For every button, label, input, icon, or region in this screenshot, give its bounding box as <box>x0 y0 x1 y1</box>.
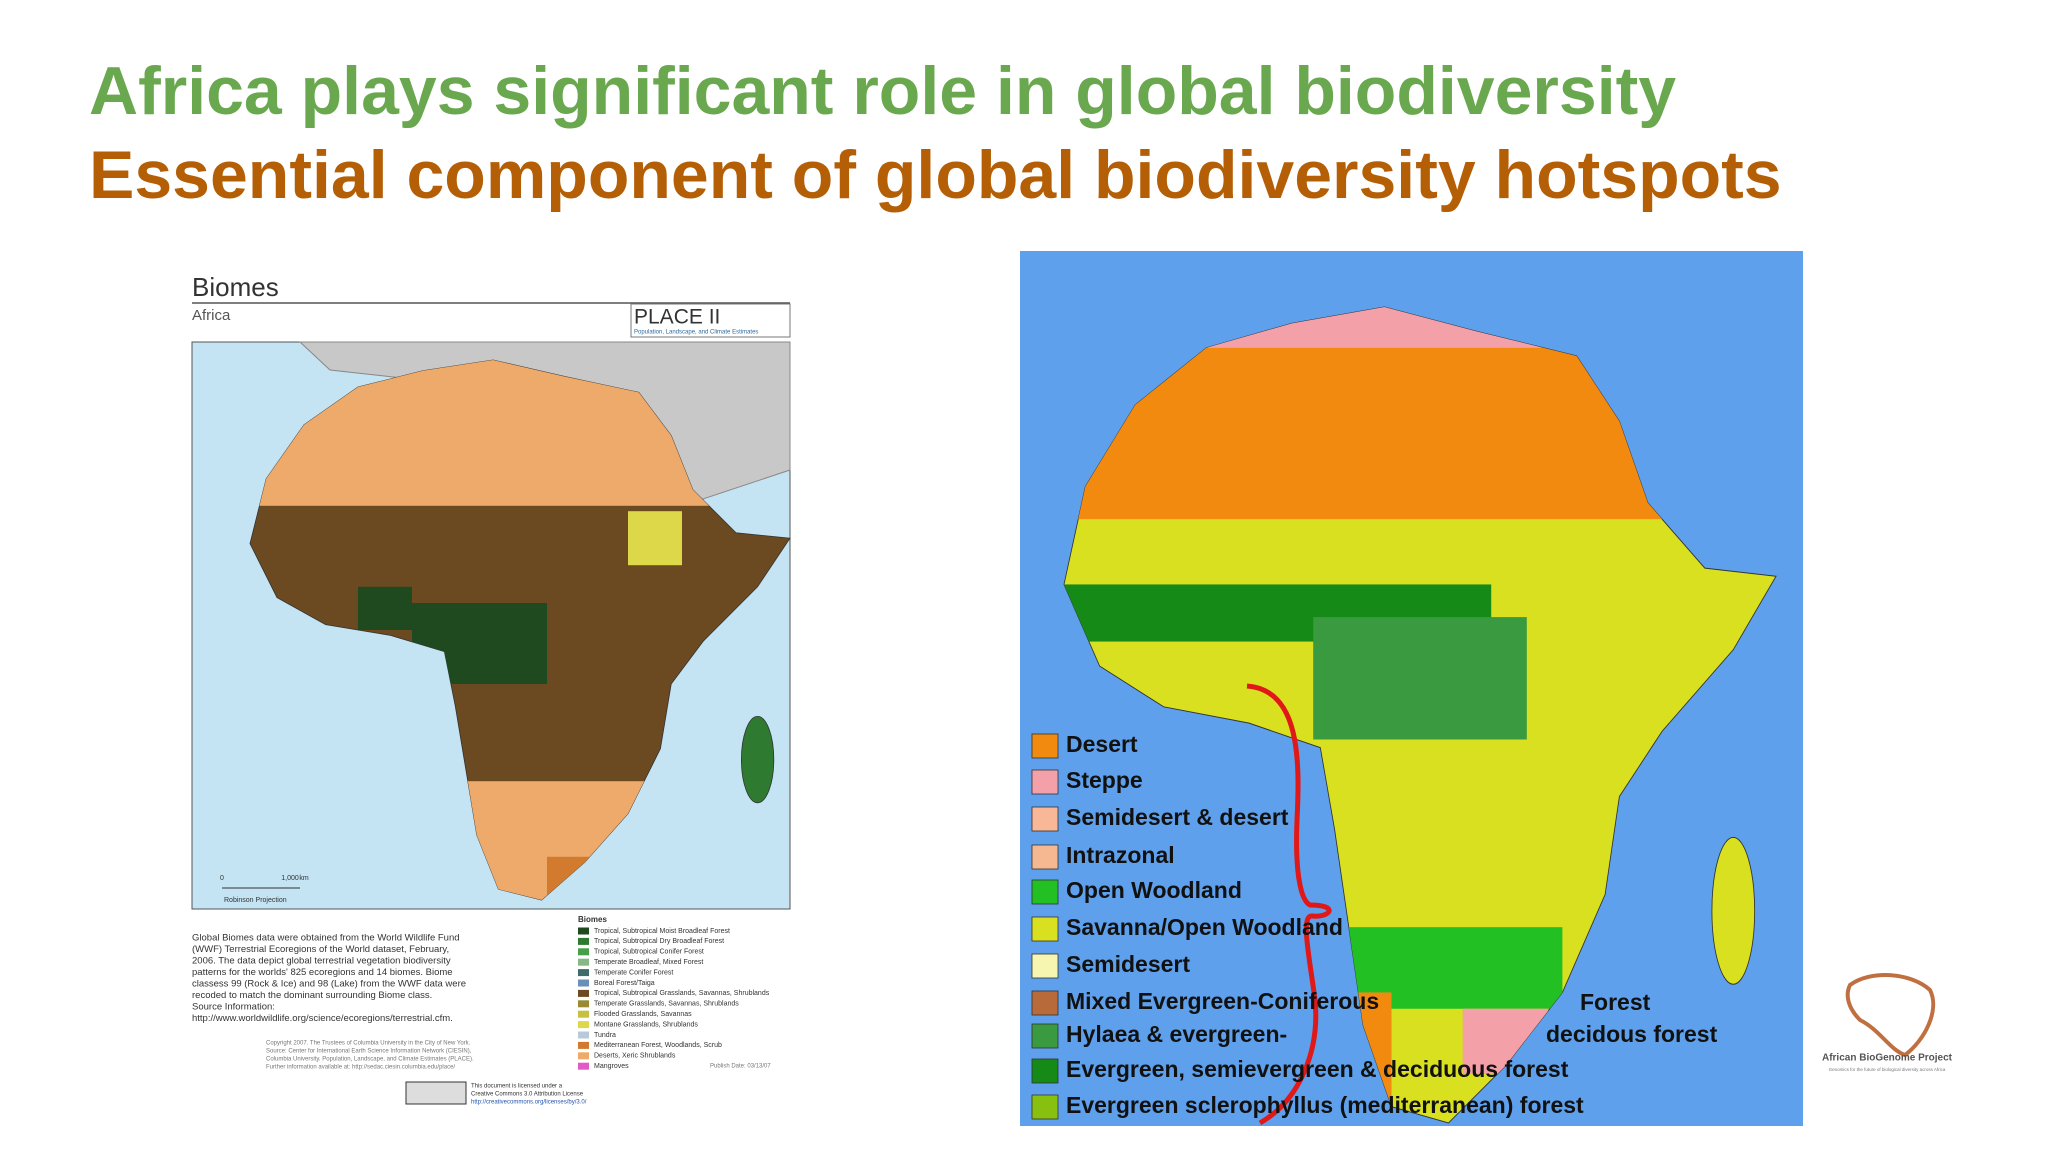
legend-swatch <box>578 937 589 945</box>
legend-swatch <box>578 1062 589 1070</box>
badge-caption: Population, Landscape, and Climate Estim… <box>634 330 758 336</box>
legend-label: Tropical, Subtropical Conifer Forest <box>594 949 704 956</box>
badge-box <box>630 303 791 338</box>
legend-label: Semidesert & desert <box>1066 804 1289 830</box>
legend-swatch <box>1031 1023 1059 1049</box>
logo-mark <box>1845 973 1936 1058</box>
credit-line: Further information available at: http:/… <box>266 1065 455 1071</box>
legend-swatch <box>578 989 589 997</box>
legend-swatch <box>578 927 589 935</box>
legend-label: Tropical, Subtropical Moist Broadleaf Fo… <box>594 928 730 935</box>
legend-label: Semidesert <box>1066 951 1190 977</box>
legend-swatch <box>578 1000 589 1008</box>
map-region: Africa <box>192 307 231 324</box>
legend-swatch <box>1031 806 1059 832</box>
legend-swatch <box>1031 953 1059 979</box>
description-line: patterns for the worlds' 825 ecoregions … <box>192 967 453 978</box>
description-line: Source Information: <box>192 1002 275 1013</box>
legend-label: Steppe <box>1066 767 1143 793</box>
cc-badge <box>405 1081 467 1105</box>
legend-label: Tropical, Subtropical Dry Broadleaf Fore… <box>594 938 724 945</box>
legend-swatch <box>1031 1094 1059 1120</box>
legend-swatch <box>578 1041 589 1049</box>
legend-swatch <box>1031 733 1059 759</box>
description-line: Global Biomes data were obtained from th… <box>192 933 460 944</box>
scale-label: 0 <box>220 875 224 882</box>
description-line: classess 99 (Rock & Ice) and 98 (Lake) f… <box>192 979 466 990</box>
legend-label: Mediterranean Forest, Woodlands, Scrub <box>594 1042 722 1049</box>
legend-swatch <box>578 1052 589 1060</box>
projection: Robinson Projection <box>224 897 287 904</box>
legend-continuation: Forest <box>1580 989 1651 1015</box>
legend-swatch <box>1031 916 1059 942</box>
logo-tagline: Genomics for the future of biological di… <box>1829 1067 1946 1072</box>
annotation-stroke <box>1246 683 1332 1126</box>
legend-swatch <box>578 1031 589 1039</box>
legend-swatch <box>578 1021 589 1029</box>
legend-label: Evergreen, semievergreen & deciduous for… <box>1066 1056 1569 1082</box>
legend-label: Savanna/Open Woodland <box>1066 914 1343 940</box>
slide-title: Africa plays significant role in global … <box>89 53 1676 129</box>
legend-swatch <box>1031 1058 1059 1084</box>
legend-label: Deserts, Xeric Shrublands <box>594 1053 676 1060</box>
credit-line: Copyright 2007. The Trustees of Columbia… <box>266 1041 471 1047</box>
legend-label: Tropical, Subtropical Grasslands, Savann… <box>594 990 770 997</box>
legend-label: Temperate Grasslands, Savannas, Shrublan… <box>594 1001 739 1008</box>
legend-swatch <box>1031 879 1059 905</box>
legend-label: Open Woodland <box>1066 877 1242 903</box>
publish-date: Publish Date: 03/13/07 <box>710 1064 771 1070</box>
license-line: http://creativecommons.org/licenses/by/3… <box>471 1100 587 1106</box>
description-line: recoded to match the dominant surroundin… <box>192 990 432 1001</box>
legend-title: Biomes <box>578 915 607 924</box>
legend-swatch <box>1031 769 1059 795</box>
right-map-panel <box>1020 251 1803 1126</box>
legend-label: Temperate Conifer Forest <box>594 969 673 976</box>
logo-name: African BioGenome Project <box>1822 1053 1953 1064</box>
scale-label: 1,000 <box>281 875 299 882</box>
legend-label: Evergreen sclerophyllus (mediterranean) … <box>1066 1092 1584 1118</box>
credit-line: Columbia University. Population, Landsca… <box>266 1057 474 1063</box>
legend-swatch <box>1031 990 1059 1016</box>
description-line: 2006. The data depict global terrestrial… <box>192 956 451 967</box>
scale-label: km <box>299 875 309 882</box>
slide-subtitle: Essential component of global biodiversi… <box>89 137 1782 213</box>
legend-label: Temperate Broadleaf, Mixed Forest <box>594 959 703 966</box>
license-line: This document is licensed under a <box>471 1084 563 1090</box>
legend-swatch <box>578 1010 589 1018</box>
legend-label: Montane Grasslands, Shrublands <box>594 1021 698 1028</box>
badge: PLACE II <box>634 306 720 329</box>
legend-label: Mixed Evergreen-Coniferous <box>1066 988 1379 1014</box>
legend-label: Flooded Grasslands, Savannas <box>594 1011 692 1018</box>
map-title: Biomes <box>192 272 279 302</box>
legend-swatch <box>578 979 589 987</box>
license-line: Creative Commons 3.0 Attribution License <box>471 1092 584 1098</box>
legend-swatch <box>1031 844 1059 870</box>
logo <box>1845 973 1936 1058</box>
legend-swatch <box>578 948 589 956</box>
legend-label: Boreal Forest/Taiga <box>594 980 655 987</box>
credit-line: Source: Center for International Earth S… <box>266 1049 472 1055</box>
legend-swatch <box>578 958 589 966</box>
legend-continuation: decidous forest <box>1546 1021 1718 1047</box>
legend-label: Desert <box>1066 731 1138 757</box>
description-line: (WWF) Terrestrial Ecoregions of the Worl… <box>192 944 449 955</box>
left-map-panel: Biomes Africa PLACE II Population, Lands… <box>191 272 791 910</box>
legend-label: Hylaea & evergreen- <box>1066 1021 1287 1047</box>
description-line: http://www.worldwildlife.org/science/eco… <box>192 1013 453 1024</box>
legend-label: Mangroves <box>594 1063 629 1070</box>
legend-swatch <box>578 969 589 977</box>
legend-label: Intrazonal <box>1066 842 1175 868</box>
legend-label: Tundra <box>594 1032 616 1039</box>
